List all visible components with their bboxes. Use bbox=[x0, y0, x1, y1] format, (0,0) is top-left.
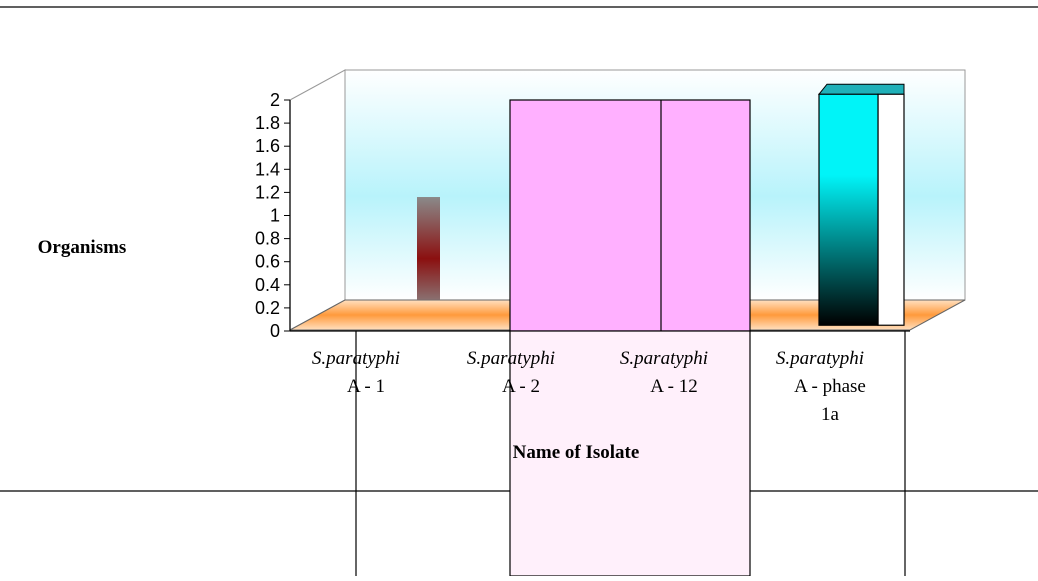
y-tick-label: 0.4 bbox=[255, 275, 280, 295]
x-category-species: S.paratyphi bbox=[312, 348, 400, 369]
y-tick-label: 0.6 bbox=[255, 252, 280, 272]
bar-side-face bbox=[877, 93, 905, 326]
x-category-species: S.paratyphi bbox=[467, 348, 555, 369]
bar bbox=[818, 93, 879, 326]
y-ticks: 0 0.2 0.4 0.6 0.8 1 1.2 1.4 1.6 1.8 2 bbox=[255, 90, 290, 341]
y-tick-label: 1.4 bbox=[255, 159, 280, 179]
x-category-serotype: A - phase bbox=[794, 376, 866, 397]
bar bbox=[509, 99, 751, 332]
x-category-species: S.paratyphi bbox=[620, 348, 708, 369]
y-tick-label: 1.6 bbox=[255, 136, 280, 156]
bars bbox=[355, 83, 906, 577]
y-tick-label: 0 bbox=[270, 321, 280, 341]
y-tick-label: 0.8 bbox=[255, 229, 280, 249]
side-wall bbox=[289, 69, 346, 331]
x-category-serotype: A - 12 bbox=[650, 376, 698, 397]
bar-extension bbox=[509, 330, 751, 577]
y-tick-label: 0.2 bbox=[255, 298, 280, 318]
bar bbox=[417, 197, 440, 300]
x-categories: S.paratyphi A - 1 S.paratyphi A - 2 S.paraty… bbox=[312, 348, 866, 425]
x-axis-title: Name of Isolate bbox=[513, 442, 640, 463]
y-tick-label: 1.2 bbox=[255, 182, 280, 202]
y-tick-label: 1 bbox=[270, 206, 280, 226]
x-category-species: S.paratyphi bbox=[776, 348, 864, 369]
y-tick-label: 2 bbox=[270, 90, 280, 110]
x-category-serotype: A - 2 bbox=[502, 376, 540, 397]
x-category-serotype: A - 1 bbox=[347, 376, 385, 397]
y-tick-label: 1.8 bbox=[255, 113, 280, 133]
x-category-extra: 1a bbox=[821, 404, 840, 425]
y-axis-title: Organisms bbox=[38, 237, 127, 258]
